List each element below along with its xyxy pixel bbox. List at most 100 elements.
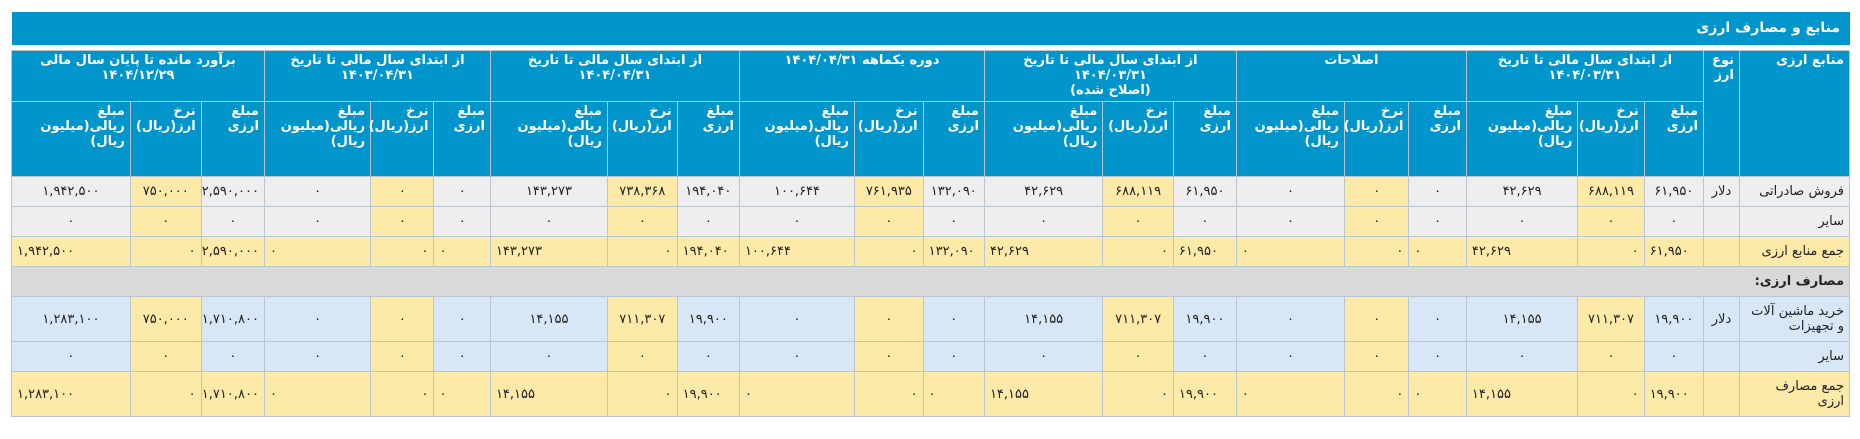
- value-cell: ۰: [200, 206, 265, 237]
- report: منابع و مصارف ارزی منابع ارزی نوع ارز از ا…: [10, 12, 1851, 417]
- value-cell: ۰: [129, 206, 202, 237]
- value-cell: ۱,۷۱۰,۸۰۰: [200, 371, 265, 417]
- value-cell: ۰: [1235, 206, 1346, 237]
- value-cell: ۰: [1577, 206, 1645, 237]
- value-cell: ۰: [489, 206, 608, 237]
- value-cell: ۰: [370, 206, 435, 237]
- subheader: نرخ ارز(ریال): [1577, 101, 1645, 177]
- value-cell: ۰: [263, 236, 372, 267]
- value-cell: ۰: [1235, 341, 1346, 372]
- value-cell: ۱۹,۹۰۰: [676, 296, 740, 342]
- value-cell: ۴۲,۶۲۹: [983, 176, 1104, 207]
- value-cell: ۱۴,۱۵۵: [1465, 296, 1579, 342]
- currency-cell: [1703, 206, 1740, 237]
- value-cell: ۰: [370, 341, 435, 372]
- value-cell: ۰: [922, 296, 985, 342]
- row-label: سایر: [1739, 206, 1850, 237]
- value-cell: ۶۱,۹۵۰: [1172, 176, 1237, 207]
- currency-cell: [1703, 236, 1740, 267]
- value-cell: ۰: [1577, 341, 1645, 372]
- value-cell: ۱۹,۹۰۰: [1172, 371, 1237, 417]
- value-cell: ۰: [1643, 341, 1705, 372]
- subheader: مبلغ ریالی(میلیون ریال): [489, 101, 608, 177]
- value-cell: ۱۹,۹۰۰: [1643, 371, 1705, 417]
- value-cell: ۰: [1408, 371, 1467, 417]
- value-cell: ۱۹,۹۰۰: [1643, 296, 1705, 342]
- value-cell: ۰: [983, 206, 1104, 237]
- value-cell: ۱۴,۱۵۵: [983, 296, 1104, 342]
- subheader: نرخ ارز(ریال): [369, 101, 435, 177]
- group-header-line: دوره یکماهه ۱۴۰۴/۰۴/۳۱: [784, 53, 940, 68]
- value-cell: ۰: [1344, 371, 1410, 417]
- value-cell: ۱۴۳,۲۷۳: [489, 236, 608, 267]
- value-cell: ۱۴,۱۵۵: [489, 296, 608, 342]
- value-cell: ۰: [1465, 206, 1579, 237]
- value-cell: ۰: [738, 296, 856, 342]
- value-cell: ۱,۹۴۲,۵۰۰: [10, 236, 131, 267]
- value-cell: ۰: [370, 371, 435, 417]
- subheader: نرخ ارز(ریال): [854, 101, 924, 177]
- value-cell: ۰: [676, 206, 740, 237]
- subheader: مبلغ ارزی: [676, 101, 740, 177]
- section-label: مصارف ارزی:: [10, 266, 1851, 297]
- value-cell: ۰: [922, 371, 985, 417]
- currency-table: منابع ارزی نوع ارز از ابتدای سال مالی تا ت…: [10, 50, 1851, 417]
- value-cell: ۴۲,۶۲۹: [983, 236, 1104, 267]
- value-cell: ۰: [1172, 206, 1237, 237]
- value-cell: ۴۲,۶۲۹: [1465, 236, 1579, 267]
- table-row: سایر ۰ ۰ ۰ ۰ ۰ ۰ ۰ ۰ ۰ ۰ ۰ ۰ ۰ ۰ ۰ ۰ ۰ ۰ ۰ ۰ ۰: [10, 206, 1850, 237]
- value-cell: ۷۱۱,۳۰۷: [1102, 296, 1174, 342]
- value-cell: ۰: [1408, 296, 1467, 342]
- group-header-line: ۱۴۰۳/۰۴/۳۱: [340, 68, 414, 83]
- subheader: مبلغ ریالی(میلیون ریال): [263, 101, 372, 177]
- table-row: مصارف ارزی:: [10, 266, 1851, 297]
- subheader: نرخ ارز(ریال): [1344, 101, 1410, 177]
- subheader-row: مبلغ ارزی نرخ ارز(ریال) مبلغ ریالی(میلیون …: [10, 101, 1849, 177]
- subheader: مبلغ ریالی(میلیون ریال): [983, 101, 1104, 177]
- value-cell: ۰: [1344, 176, 1410, 207]
- subheader: نرخ ارز(ریال): [1102, 101, 1174, 177]
- group-header-line: ۱۴۰۴/۰۳/۳۱: [1548, 68, 1622, 83]
- value-cell: ۰: [1235, 176, 1346, 207]
- value-cell: ۱,۲۸۳,۱۰۰: [10, 371, 131, 417]
- value-cell: ۰: [1643, 206, 1705, 237]
- value-cell: ۰: [370, 236, 435, 267]
- row-label: سایر: [1739, 341, 1850, 372]
- group-header-line: از ابتدای سال مالی تا تاریخ: [527, 53, 703, 68]
- group-header: از ابتدای سال مالی تا تاریخ ۱۴۰۴/۰۳/۳۱: [1465, 50, 1705, 102]
- subheader: مبلغ ارزی: [1643, 101, 1705, 177]
- subheader: مبلغ ارزی: [1408, 101, 1467, 177]
- value-cell: ۰: [606, 371, 678, 417]
- value-cell: ۱۴,۱۵۵: [983, 371, 1104, 417]
- value-cell: ۰: [1408, 341, 1467, 372]
- value-cell: ۱۳۲,۰۹۰: [922, 236, 985, 267]
- subheader: مبلغ ارزی: [200, 101, 265, 177]
- value-cell: ۷۳۸,۳۶۸: [606, 176, 678, 207]
- subheader: مبلغ ریالی(میلیون ریال): [1235, 101, 1346, 177]
- value-cell: ۰: [129, 371, 202, 417]
- value-cell: ۰: [433, 236, 491, 267]
- value-cell: ۷۵۰,۰۰۰: [129, 296, 202, 342]
- value-cell: ۰: [738, 371, 856, 417]
- group-header-line: از ابتدای سال مالی تا تاریخ: [290, 53, 465, 68]
- value-cell: ۶۱,۹۵۰: [1643, 176, 1705, 207]
- value-cell: ۰: [1344, 236, 1410, 267]
- value-cell: ۰: [370, 296, 435, 342]
- table-row: خرید ماشین آلات و تجهیزات دلار ۱۹,۹۰۰ ۷۱۱,۳…: [10, 296, 1850, 342]
- value-cell: ۱۴,۱۵۵: [1465, 371, 1579, 417]
- table-row: جمع مصارف ارزی ۱۹,۹۰۰ ۰ ۱۴,۱۵۵ ۰ ۰ ۰ ۱۹,۹۰۰ ۰ ۱۴,…: [10, 371, 1850, 417]
- row-label: جمع مصارف ارزی: [1739, 371, 1850, 417]
- group-header-line: اصلاحات: [1324, 53, 1379, 68]
- value-cell: ۰: [1408, 206, 1467, 237]
- currency-cell: [1703, 371, 1740, 417]
- value-cell: ۱۹۴,۰۴۰: [676, 236, 740, 267]
- value-cell: ۱,۹۴۲,۵۰۰: [10, 176, 131, 207]
- group-header: از ابتدای سال مالی تا تاریخ ۱۴۰۳/۰۴/۳۱: [263, 50, 491, 102]
- value-cell: ۰: [1577, 371, 1645, 417]
- value-cell: ۰: [1172, 341, 1237, 372]
- value-cell: ۱۴۳,۲۷۳: [489, 176, 608, 207]
- value-cell: ۲,۵۹۰,۰۰۰: [200, 176, 265, 207]
- value-cell: ۰: [263, 371, 372, 417]
- row-label: فروش صادراتی: [1739, 176, 1850, 207]
